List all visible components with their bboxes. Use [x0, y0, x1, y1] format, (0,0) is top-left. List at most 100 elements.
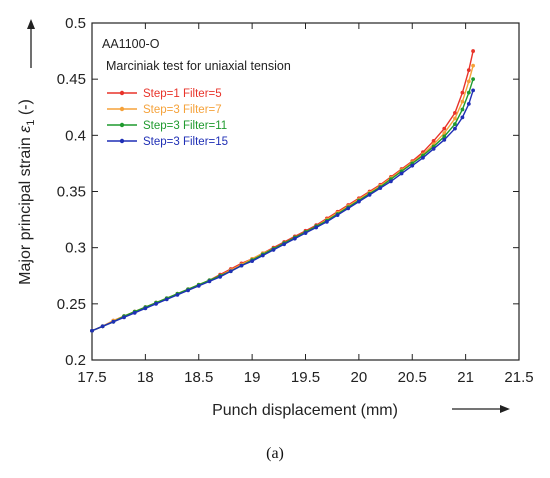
data-point [471, 63, 475, 68]
data-point [471, 88, 475, 93]
data-point [282, 242, 287, 247]
data-point [356, 199, 361, 204]
legend-swatch-marker [119, 122, 125, 128]
legend-label: Step=1 Filter=5 [143, 88, 222, 100]
x-tick-label: 20.5 [398, 369, 427, 386]
data-point [196, 283, 201, 288]
data-point [453, 126, 457, 131]
x-tick-label: 21 [457, 369, 474, 386]
x-tick-label: 19 [244, 369, 261, 386]
data-point [314, 225, 319, 230]
legend: Step=1 Filter=5 Step=3 Filter=7 Step=3 Fil… [107, 88, 228, 148]
annotation-material: AA1100-O [102, 37, 160, 51]
legend-swatch-marker [119, 138, 125, 144]
data-point [471, 77, 475, 82]
x-tick-label: 17.5 [77, 369, 106, 386]
data-point [143, 306, 148, 311]
y-axis-label-symbol: ε [17, 125, 34, 133]
data-point [453, 110, 457, 115]
x-tick-labels: 17.5 18 18.5 19 19.5 20 20.5 21 21.5 [77, 369, 533, 386]
data-point [111, 319, 116, 324]
data-point [460, 115, 465, 120]
data-point [453, 116, 457, 121]
y-tick-labels: 0.2 0.25 0.3 0.35 0.4 0.45 0.5 [57, 15, 86, 369]
data-point [442, 137, 447, 142]
plot-area-frame [91, 22, 520, 361]
legend-swatch-marker [119, 90, 125, 96]
data-point [466, 101, 471, 106]
data-point [431, 146, 436, 151]
legend-item: Step=1 Filter=5 [107, 88, 222, 100]
data-point [239, 263, 244, 268]
x-tick-label: 21.5 [504, 369, 533, 386]
data-point [303, 231, 308, 235]
data-point [471, 49, 475, 53]
data-point [228, 269, 233, 274]
legend-label: Step=3 Filter=15 [143, 136, 228, 148]
x-tick-label: 20 [351, 369, 368, 386]
data-point [122, 315, 126, 320]
legend-swatch-marker [119, 106, 125, 112]
legend-label: Step=3 Filter=7 [143, 104, 222, 116]
legend-item: Step=3 Filter=7 [107, 104, 222, 116]
figure-caption: (a) [266, 445, 284, 462]
legend-item: Step=3 Filter=15 [107, 136, 228, 148]
data-point [460, 90, 465, 95]
data-point [250, 259, 255, 264]
axis-ticks [91, 22, 520, 361]
data-point [186, 288, 190, 293]
data-point [292, 236, 297, 241]
x-tick-label: 18 [137, 369, 154, 386]
data-point [442, 126, 447, 131]
data-point [90, 328, 94, 333]
data-point [324, 219, 329, 224]
y-tick-label: 0.35 [57, 184, 86, 201]
data-point [260, 253, 265, 258]
data-point [431, 139, 436, 143]
y-tick-label: 0.45 [57, 71, 86, 88]
series-line [91, 78, 474, 332]
series-4 [90, 88, 475, 333]
data-point [442, 131, 447, 135]
data-point [389, 179, 393, 184]
legend-item: Step=3 Filter=11 [107, 120, 227, 132]
x-tick-label: 18.5 [184, 369, 213, 386]
data-point [466, 90, 471, 95]
data-point [100, 324, 105, 329]
y-axis-arrow-icon [27, 19, 35, 68]
data-point [132, 310, 137, 315]
data-point [175, 292, 180, 297]
series-line [91, 90, 474, 332]
series-layer [90, 49, 475, 333]
data-point [466, 68, 471, 73]
data-point [410, 163, 415, 168]
x-axis-label: Punch displacement (mm) [212, 402, 398, 419]
y-axis-label-suffix: (-) [17, 99, 34, 119]
y-tick-label: 0.5 [65, 15, 86, 32]
data-point [346, 206, 351, 211]
data-point [207, 279, 212, 284]
data-point [460, 107, 465, 112]
data-point [218, 274, 223, 279]
annotation-test: Marciniak test for uniaxial tension [106, 59, 291, 73]
data-point [421, 155, 425, 160]
legend-label: Step=3 Filter=11 [143, 120, 227, 132]
data-point [154, 301, 158, 306]
y-axis-label: Major principal strain ε1 (-) [17, 99, 37, 285]
y-axis-label-prefix: Major principal strain [17, 133, 34, 285]
data-point [378, 186, 383, 191]
data-point [466, 79, 471, 84]
x-tick-label: 19.5 [291, 369, 320, 386]
data-point [442, 134, 447, 139]
data-point [367, 192, 372, 197]
y-tick-label: 0.4 [65, 127, 86, 144]
data-point [271, 248, 276, 252]
x-axis-arrow-icon [452, 405, 510, 413]
data-point [460, 99, 465, 104]
y-tick-label: 0.2 [65, 352, 86, 369]
y-axis-label-subscript: 1 [25, 120, 37, 126]
y-tick-label: 0.3 [65, 240, 86, 257]
data-point [335, 213, 340, 217]
data-point [453, 122, 457, 126]
